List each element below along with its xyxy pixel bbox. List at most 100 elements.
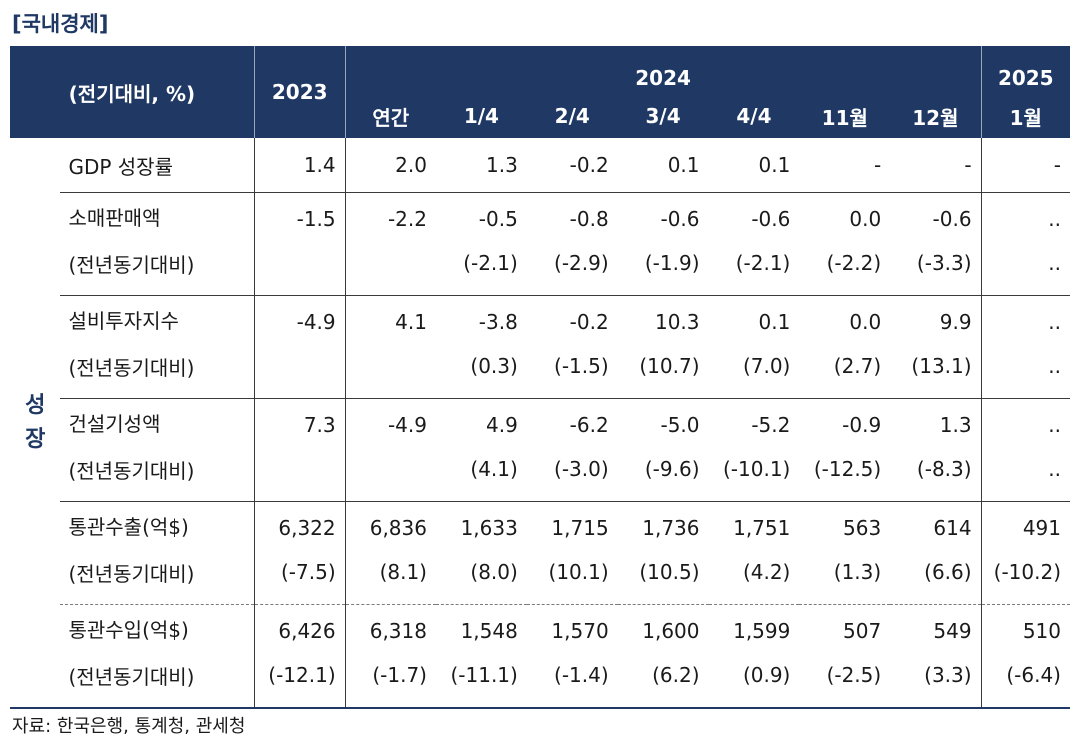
table-cell: 549 — [933, 619, 972, 643]
table-cell: -4.9 — [344, 398, 436, 437]
row-label-exports: 통관수출(억$) — [68, 515, 189, 539]
table-cell: 0.0 — [849, 207, 882, 231]
table-cell: (10.5) — [617, 540, 709, 605]
table-cell: (7.0) — [708, 334, 800, 399]
table-cell: 1.4 — [253, 138, 346, 193]
section-title: [국내경제] — [12, 12, 109, 36]
table-cell: (8.1) — [344, 540, 436, 605]
table-cell: 1,548 — [460, 619, 518, 643]
table-cell: -4.9 — [253, 295, 346, 334]
table-cell — [253, 334, 346, 399]
col-annual: 연간 — [344, 94, 436, 138]
table-cell: (-6.4) — [980, 643, 1070, 709]
table-cell: (10.1) — [526, 540, 618, 605]
table-cell: 6,836 — [344, 501, 436, 540]
col-jan-2025: 1월 — [980, 94, 1070, 138]
table-cell: 510 — [980, 604, 1070, 643]
table-cell: (-2.9) — [526, 231, 618, 296]
row-label-construction: 건설기성액 — [68, 412, 161, 436]
table-cell: -1.5 — [253, 192, 346, 231]
table-cell: .. — [980, 295, 1070, 334]
table-cell: (8.0) — [435, 540, 527, 605]
table-cell: -0.9 — [842, 413, 882, 437]
row-sublabel: (전년동기대비) — [60, 334, 255, 399]
table-cell: 4.1 — [344, 295, 436, 334]
table-cell: (-10.2) — [980, 540, 1070, 605]
col-q2: 2/4 — [526, 94, 618, 138]
table-cell: 1,600 — [642, 619, 700, 643]
table-cell: 614 — [933, 516, 972, 540]
table-cell: .. — [980, 192, 1070, 231]
source-note: 자료: 한국은행, 통계청, 관세청 — [12, 716, 246, 737]
table-cell: (6.6) — [890, 540, 982, 605]
table-cell: (13.1) — [890, 334, 982, 399]
col-q3: 3/4 — [617, 94, 709, 138]
row-sublabel: (전년동기대비) — [60, 540, 255, 605]
table-cell — [253, 231, 346, 296]
table-cell: 1,570 — [551, 619, 609, 643]
table-cell: -0.5 — [478, 207, 518, 231]
table-cell: -0.6 — [751, 207, 791, 231]
table-cell: -0.6 — [932, 207, 972, 231]
table-cell: (0.9) — [708, 643, 800, 709]
table-cell: 9.9 — [939, 310, 972, 334]
row-label-imports: 통관수입(억$) — [68, 618, 189, 642]
col-q1: 1/4 — [435, 94, 527, 138]
row-sublabel: (전년동기대비) — [60, 231, 255, 296]
table-cell: 1,715 — [551, 516, 609, 540]
table-cell: 563 — [843, 516, 882, 540]
table-cell: -0.2 — [526, 138, 618, 193]
table-cell: 0.0 — [849, 310, 882, 334]
table-cell: -2.2 — [344, 192, 436, 231]
table-cell: (-2.1) — [435, 231, 527, 296]
row-sublabel: (전년동기대비) — [60, 643, 255, 709]
table-cell: -0.6 — [660, 207, 700, 231]
table-cell: -5.0 — [660, 413, 700, 437]
table-cell: 7.3 — [253, 398, 346, 437]
year-2024-header: 2024 — [344, 46, 982, 94]
row-sublabel: (전년동기대비) — [60, 437, 255, 502]
table-cell: - — [799, 138, 891, 193]
table-cell: (4.1) — [435, 437, 527, 502]
table-cell: (6.2) — [617, 643, 709, 709]
table-cell: 1.3 — [435, 138, 527, 193]
year-2025-header: 2025 — [980, 46, 1070, 94]
col-dec: 12월 — [890, 94, 982, 138]
row-label-gdp: GDP 성장률 — [60, 138, 255, 193]
table-cell: 507 — [843, 619, 882, 643]
table-cell: (-9.6) — [617, 437, 709, 502]
table-cell: -0.8 — [569, 207, 609, 231]
table-cell — [344, 334, 436, 399]
table-cell: 0.1 — [617, 138, 709, 193]
table-cell: 6,426 — [253, 604, 346, 643]
table-cell: (3.3) — [890, 643, 982, 709]
table-cell: 1,751 — [733, 516, 791, 540]
table-cell: -6.2 — [569, 413, 609, 437]
table-cell: 491 — [980, 501, 1070, 540]
table-cell: (-2.1) — [708, 231, 800, 296]
table-cell: -5.2 — [751, 413, 791, 437]
table-cell: (-1.5) — [526, 334, 618, 399]
table-cell: 0.1 — [758, 310, 791, 334]
table-cell: (2.7) — [799, 334, 891, 399]
table-cell: (10.7) — [617, 334, 709, 399]
table-cell: (-10.1) — [708, 437, 800, 502]
row-label-equipment: 설비투자지수 — [68, 309, 179, 333]
table-cell: (-1.7) — [344, 643, 436, 709]
table-cell: .. — [980, 437, 1070, 502]
table-cell — [344, 437, 436, 502]
table-cell: (-1.9) — [617, 231, 709, 296]
table-cell — [253, 437, 346, 502]
table-cell: 0.1 — [708, 138, 800, 193]
table-cell: 2.0 — [344, 138, 436, 193]
table-cell: - — [890, 138, 982, 193]
economy-table: (전기대비, %) 2023 2024 2025 연간 1/4 2/4 3/4 … — [10, 46, 1070, 709]
table-cell: (-12.1) — [253, 643, 346, 709]
table-cell: (-3.3) — [890, 231, 982, 296]
col-nov: 11월 — [799, 94, 891, 138]
table-cell: (1.3) — [799, 540, 891, 605]
table-cell: 1,736 — [642, 516, 700, 540]
table-cell: 1,633 — [460, 516, 518, 540]
table-cell: (4.2) — [708, 540, 800, 605]
